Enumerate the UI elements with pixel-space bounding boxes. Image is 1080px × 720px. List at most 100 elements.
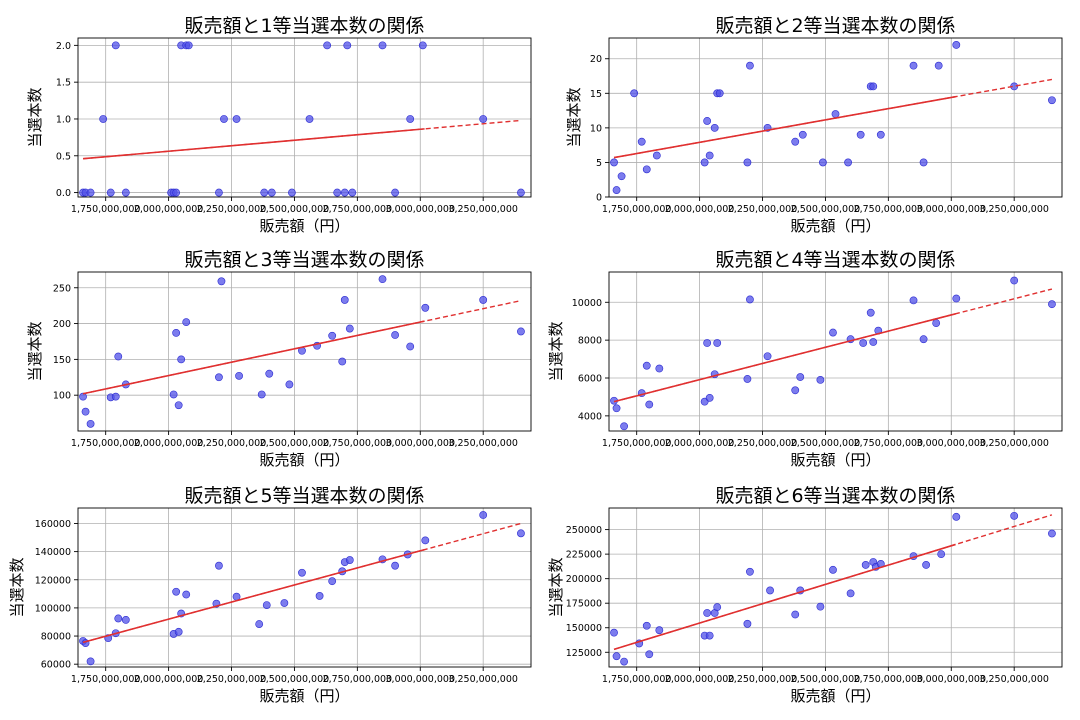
x-tick-label: 1,750,000,000 — [602, 438, 672, 449]
data-point — [391, 561, 399, 570]
data-point — [798, 130, 807, 139]
chart-title: 販売額と2等当選本数の関係 — [715, 15, 955, 37]
x-tick-label: 2,000,000,000 — [665, 674, 735, 685]
data-point — [952, 41, 961, 49]
y-tick-label: 120000 — [35, 575, 71, 586]
y-tick-label: 200 — [53, 319, 71, 330]
data-point — [391, 188, 399, 197]
data-point — [81, 407, 90, 416]
y-axis-label: 当選本数 — [26, 87, 44, 147]
data-point — [819, 158, 827, 167]
data-point — [86, 419, 95, 428]
data-point — [99, 115, 108, 123]
data-point — [610, 158, 618, 167]
x-tick-label: 2,500,000,000 — [791, 674, 861, 685]
data-point — [215, 373, 223, 382]
data-point — [288, 188, 296, 197]
data-point — [177, 355, 186, 364]
x-tick-label: 3,000,000,000 — [386, 438, 456, 449]
axes-frame — [608, 507, 1063, 668]
data-point — [217, 277, 226, 286]
data-point — [922, 561, 930, 569]
axes-frame — [77, 37, 532, 198]
data-point — [620, 657, 628, 666]
chart-title: 販売額と6等当選本数の関係 — [715, 485, 955, 507]
data-point — [255, 620, 264, 628]
data-point — [655, 364, 664, 373]
data-point — [617, 172, 626, 181]
y-tick-label: 1.0 — [56, 114, 71, 125]
data-point — [328, 331, 337, 340]
data-point — [114, 614, 123, 623]
data-point — [340, 296, 349, 304]
data-point — [220, 115, 228, 123]
x-tick-label: 2,500,000,000 — [260, 674, 330, 685]
x-axis-label: 販売額（円） — [790, 217, 880, 235]
data-point — [172, 188, 181, 197]
y-tick-label: 15 — [590, 89, 602, 100]
x-axis-label: 販売額（円） — [259, 451, 349, 469]
data-point — [121, 615, 130, 624]
data-point — [406, 115, 415, 123]
trend-line — [613, 288, 1053, 403]
data-point — [859, 339, 868, 347]
data-point — [937, 550, 946, 559]
chart-6: 1,750,000,0002,000,000,0002,250,000,0002… — [547, 485, 1063, 705]
data-point — [909, 61, 918, 70]
data-point — [232, 592, 241, 601]
data-point — [700, 158, 709, 167]
data-point — [743, 158, 752, 167]
data-point — [343, 41, 352, 50]
y-tick-label: 10 — [590, 123, 602, 134]
data-point — [766, 586, 774, 595]
x-tick-label: 3,000,000,000 — [386, 674, 456, 685]
data-point — [703, 609, 712, 617]
x-axis-label: 販売額（円） — [259, 217, 349, 235]
data-point — [612, 186, 621, 194]
x-tick-label: 1,750,000,000 — [71, 674, 141, 685]
y-axis-label: 当選本数 — [547, 557, 565, 617]
data-point — [305, 115, 314, 123]
data-point — [844, 158, 852, 167]
data-point — [338, 357, 347, 366]
data-point — [713, 339, 722, 347]
data-point — [746, 567, 754, 576]
data-point — [869, 338, 878, 346]
data-point — [703, 117, 712, 125]
x-tick-label: 2,000,000,000 — [134, 438, 204, 449]
y-tick-label: 60000 — [41, 660, 71, 671]
data-point — [637, 137, 646, 146]
data-point — [791, 610, 800, 619]
x-tick-label: 2,000,000,000 — [134, 204, 204, 215]
axes-frame — [77, 271, 532, 432]
data-point — [952, 294, 961, 303]
data-point — [919, 158, 928, 167]
x-tick-label: 2,500,000,000 — [260, 204, 330, 215]
data-point — [1048, 529, 1056, 538]
data-point — [652, 151, 661, 160]
x-tick-label: 3,250,000,000 — [979, 438, 1049, 449]
data-point — [111, 41, 120, 50]
data-point — [172, 328, 181, 337]
chart-title: 販売額と3等当選本数の関係 — [184, 249, 424, 271]
y-tick-label: 140000 — [35, 547, 71, 558]
data-point — [642, 621, 651, 630]
data-point — [1048, 96, 1056, 105]
data-point — [612, 652, 621, 661]
data-point — [952, 512, 961, 521]
x-tick-label: 1,750,000,000 — [71, 438, 141, 449]
data-point — [705, 393, 714, 402]
data-point — [816, 602, 825, 611]
data-point — [169, 390, 178, 399]
data-point — [235, 371, 243, 380]
data-point — [710, 123, 719, 132]
data-point — [172, 587, 181, 596]
data-point — [111, 392, 120, 401]
x-axis-label: 販売額（円） — [259, 687, 349, 705]
data-point — [298, 568, 306, 577]
x-tick-label: 3,000,000,000 — [386, 204, 456, 215]
x-tick-label: 2,250,000,000 — [197, 204, 267, 215]
x-tick-label: 2,500,000,000 — [791, 438, 861, 449]
chart-1: 1,750,000,0002,000,000,0002,250,000,0002… — [26, 15, 532, 235]
